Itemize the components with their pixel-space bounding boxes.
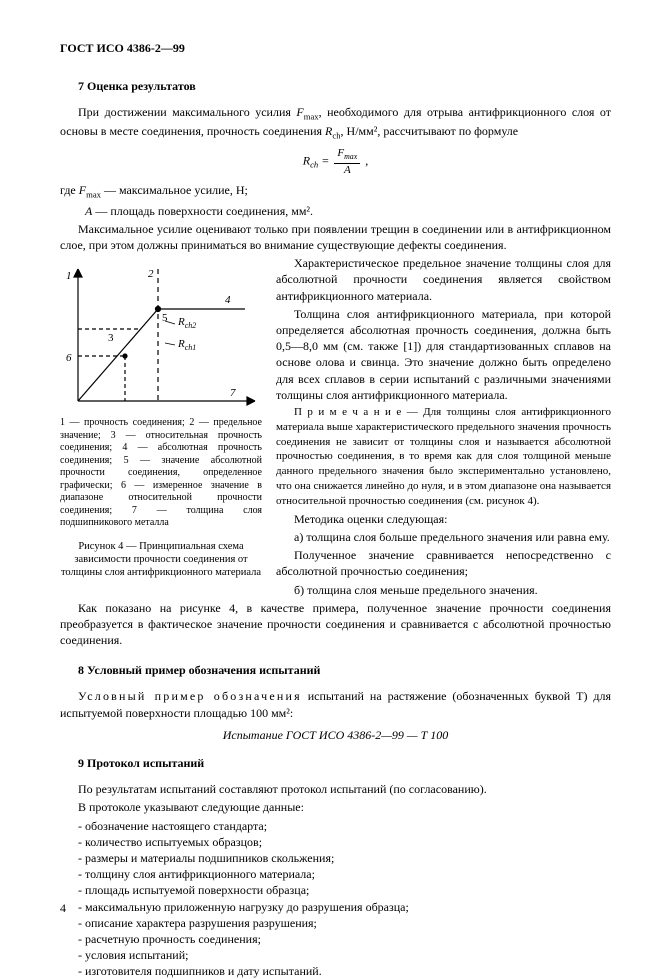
svg-text:3: 3 — [108, 332, 114, 344]
s9-list-item: площадь испытуемой поверхности образца; — [60, 882, 611, 898]
s9-list-item: толщину слоя антифрикционного материала; — [60, 866, 611, 882]
s7-p8: б) толщина слоя меньше предельного значе… — [60, 582, 611, 598]
svg-text:Rch1: Rch1 — [177, 338, 196, 352]
s9-list-item: количество испытуемых образцов; — [60, 834, 611, 850]
figure-4-svg: 1 2 3 4 5 6 7 Rch2 Rch1 — [60, 261, 262, 411]
s8-example: Испытание ГОСТ ИСО 4386-2—99 — Т 100 — [60, 727, 611, 743]
where-line-1: где Fmax — максимальное усилие, Н; — [60, 182, 611, 201]
s9-p1: По результатам испытаний составляют прот… — [60, 781, 611, 797]
svg-text:4: 4 — [225, 294, 231, 306]
s7-p1: При достижении максимального усилия Fmax… — [60, 104, 611, 142]
svg-text:7: 7 — [230, 387, 236, 399]
s9-list: обозначение настоящего стандарта;количес… — [60, 818, 611, 979]
formula-rch: Rch = FmaxA , — [60, 148, 611, 175]
s9-list-item: обозначение настоящего стандарта; — [60, 818, 611, 834]
section-9-title: 9 Протокол испытаний — [60, 755, 611, 771]
figure-4-block: 1 2 3 4 5 6 7 Rch2 Rch1 1 — прочность со… — [60, 261, 262, 579]
svg-text:Rch2: Rch2 — [177, 316, 196, 330]
figure-4-caption: 1 — прочность соединения; 2 — предельное… — [60, 417, 262, 530]
s9-list-item: изготовителя подшипников и дату испытани… — [60, 963, 611, 979]
s9-list-item: максимальную приложенную нагрузку до раз… — [60, 899, 611, 915]
svg-text:2: 2 — [148, 268, 154, 280]
figure-4-title: Рисунок 4 — Принципиальная схема зависим… — [60, 540, 262, 579]
s9-list-item: описание характера разрушения разрушения… — [60, 915, 611, 931]
where-line-2: A — площадь поверхности соединения, мм². — [60, 203, 611, 219]
s7-p2: Максимальное усилие оценивают только при… — [60, 221, 611, 253]
svg-text:1: 1 — [66, 270, 72, 282]
section-8-title: 8 Условный пример обозначения испытаний — [60, 662, 611, 678]
section-7-title: 7 Оценка результатов — [60, 78, 611, 94]
svg-text:6: 6 — [66, 352, 72, 364]
s9-list-item: размеры и материалы подшипников скольжен… — [60, 850, 611, 866]
s9-list-item: расчетную прочность соединения; — [60, 931, 611, 947]
svg-text:5: 5 — [162, 312, 168, 324]
s8-p1: Условный пример обозначения испытаний на… — [60, 688, 611, 720]
s9-p2: В протоколе указывают следующие данные: — [60, 799, 611, 815]
s7-p9: Как показано на рисунке 4, в качестве пр… — [60, 600, 611, 649]
doc-header: ГОСТ ИСО 4386-2—99 — [60, 40, 611, 56]
s9-list-item: условия испытаний; — [60, 947, 611, 963]
page-number: 4 — [60, 900, 66, 916]
